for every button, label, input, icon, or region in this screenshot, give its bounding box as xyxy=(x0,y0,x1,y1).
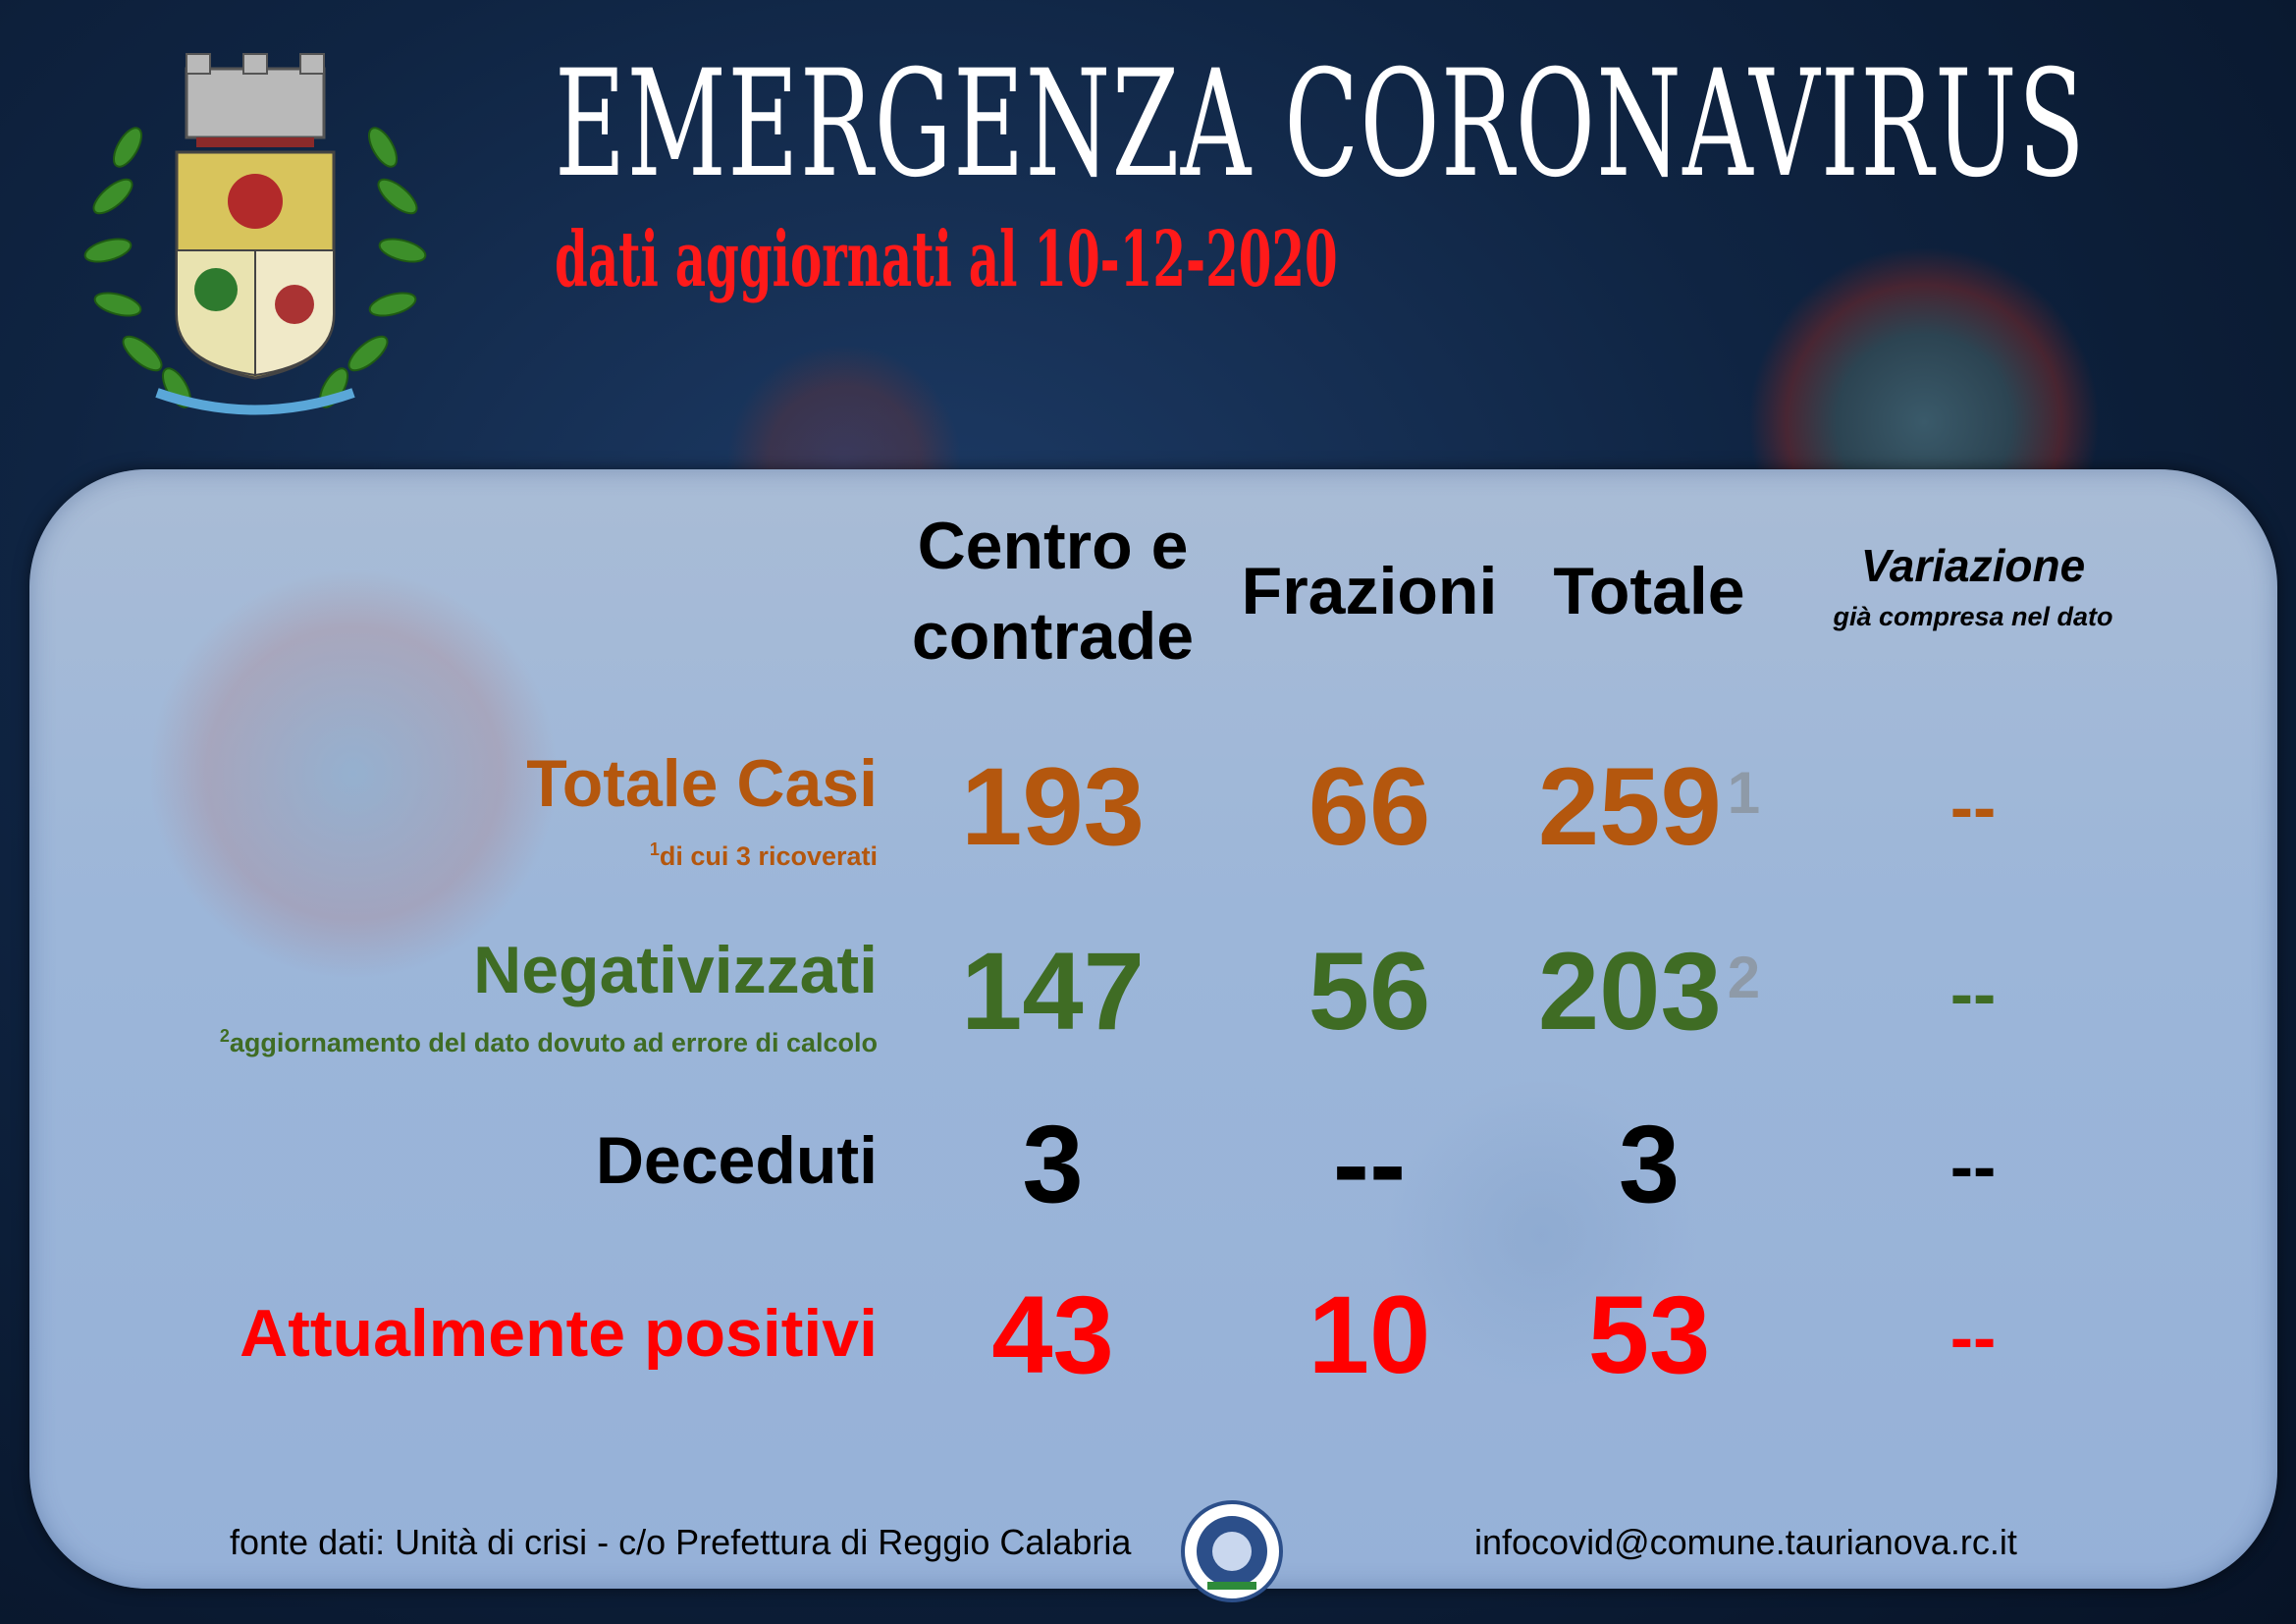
footer-email-link[interactable]: infocovid@comune.taurianova.rc.it xyxy=(1474,1522,2017,1562)
municipal-coat-of-arms-icon xyxy=(83,53,427,415)
row-label-deceduti: Deceduti xyxy=(595,1123,878,1198)
value-totale-casi-frazioni: 66 xyxy=(1308,745,1431,868)
panel-virus-decoration xyxy=(147,568,560,980)
column-header-centro-line1: Centro e xyxy=(917,509,1189,583)
prefettura-seal-icon xyxy=(1181,1500,1283,1602)
value-negativizzati-totale: 203 2 xyxy=(1537,930,1761,1053)
footnote-mark: 1 xyxy=(1727,760,1761,826)
row-label-attualmente-positivi: Attualmente positivi xyxy=(240,1296,878,1371)
value-deceduti-centro: 3 xyxy=(1022,1103,1084,1225)
value-deceduti-frazioni: -- xyxy=(1332,1103,1407,1225)
value-attualmente-positivi-totale: 53 xyxy=(1587,1273,1711,1396)
footer-source: fonte dati: Unità di crisi - c/o Prefett… xyxy=(230,1522,1132,1562)
value-totale-casi-totale: 259 1 xyxy=(1537,745,1761,868)
column-header-variazione: Variazione xyxy=(1860,540,2086,591)
value-attualmente-positivi-frazioni: 10 xyxy=(1308,1273,1431,1396)
value-totale-casi-variazione: -- xyxy=(1949,769,1997,845)
footnote-mark: 2 xyxy=(1727,945,1761,1010)
column-header-frazioni: Frazioni xyxy=(1241,554,1498,628)
update-date-subtitle: dati aggiornati al 10-12-2020 xyxy=(555,215,1338,304)
value-attualmente-positivi-variazione: -- xyxy=(1949,1299,1997,1376)
value-negativizzati-centro: 147 xyxy=(961,930,1145,1053)
footnote-mark: 2 xyxy=(219,1026,230,1046)
value-negativizzati-variazione: -- xyxy=(1949,955,1997,1032)
row-label-negativizzati: Negativizzati xyxy=(473,933,878,1007)
column-header-centro: Centro e contrade xyxy=(883,501,1222,681)
page-title: EMERGENZA CORONAVIRUS xyxy=(555,39,2087,210)
data-panel xyxy=(29,469,2277,1589)
value-deceduti-totale: 3 xyxy=(1618,1103,1681,1225)
column-header-centro-line2: contrade xyxy=(911,599,1195,674)
value-negativizzati-frazioni: 56 xyxy=(1308,930,1431,1053)
value-deceduti-variazione: -- xyxy=(1949,1128,1997,1205)
column-header-totale: Totale xyxy=(1553,554,1745,628)
panel-virus-decoration xyxy=(1384,1078,1698,1392)
column-header-variazione-note: già compresa nel dato xyxy=(1833,602,2113,631)
value-attualmente-positivi-centro: 43 xyxy=(991,1273,1114,1396)
row-label-totale-casi: Totale Casi xyxy=(526,746,878,821)
footnote-mark: 1 xyxy=(649,839,660,859)
value-totale-casi-centro: 193 xyxy=(961,745,1145,868)
row-note-negativizzati: 2aggiornamento del dato dovuto ad errore… xyxy=(219,1026,878,1057)
row-note-totale-casi: 1di cui 3 ricoverati xyxy=(649,839,878,871)
